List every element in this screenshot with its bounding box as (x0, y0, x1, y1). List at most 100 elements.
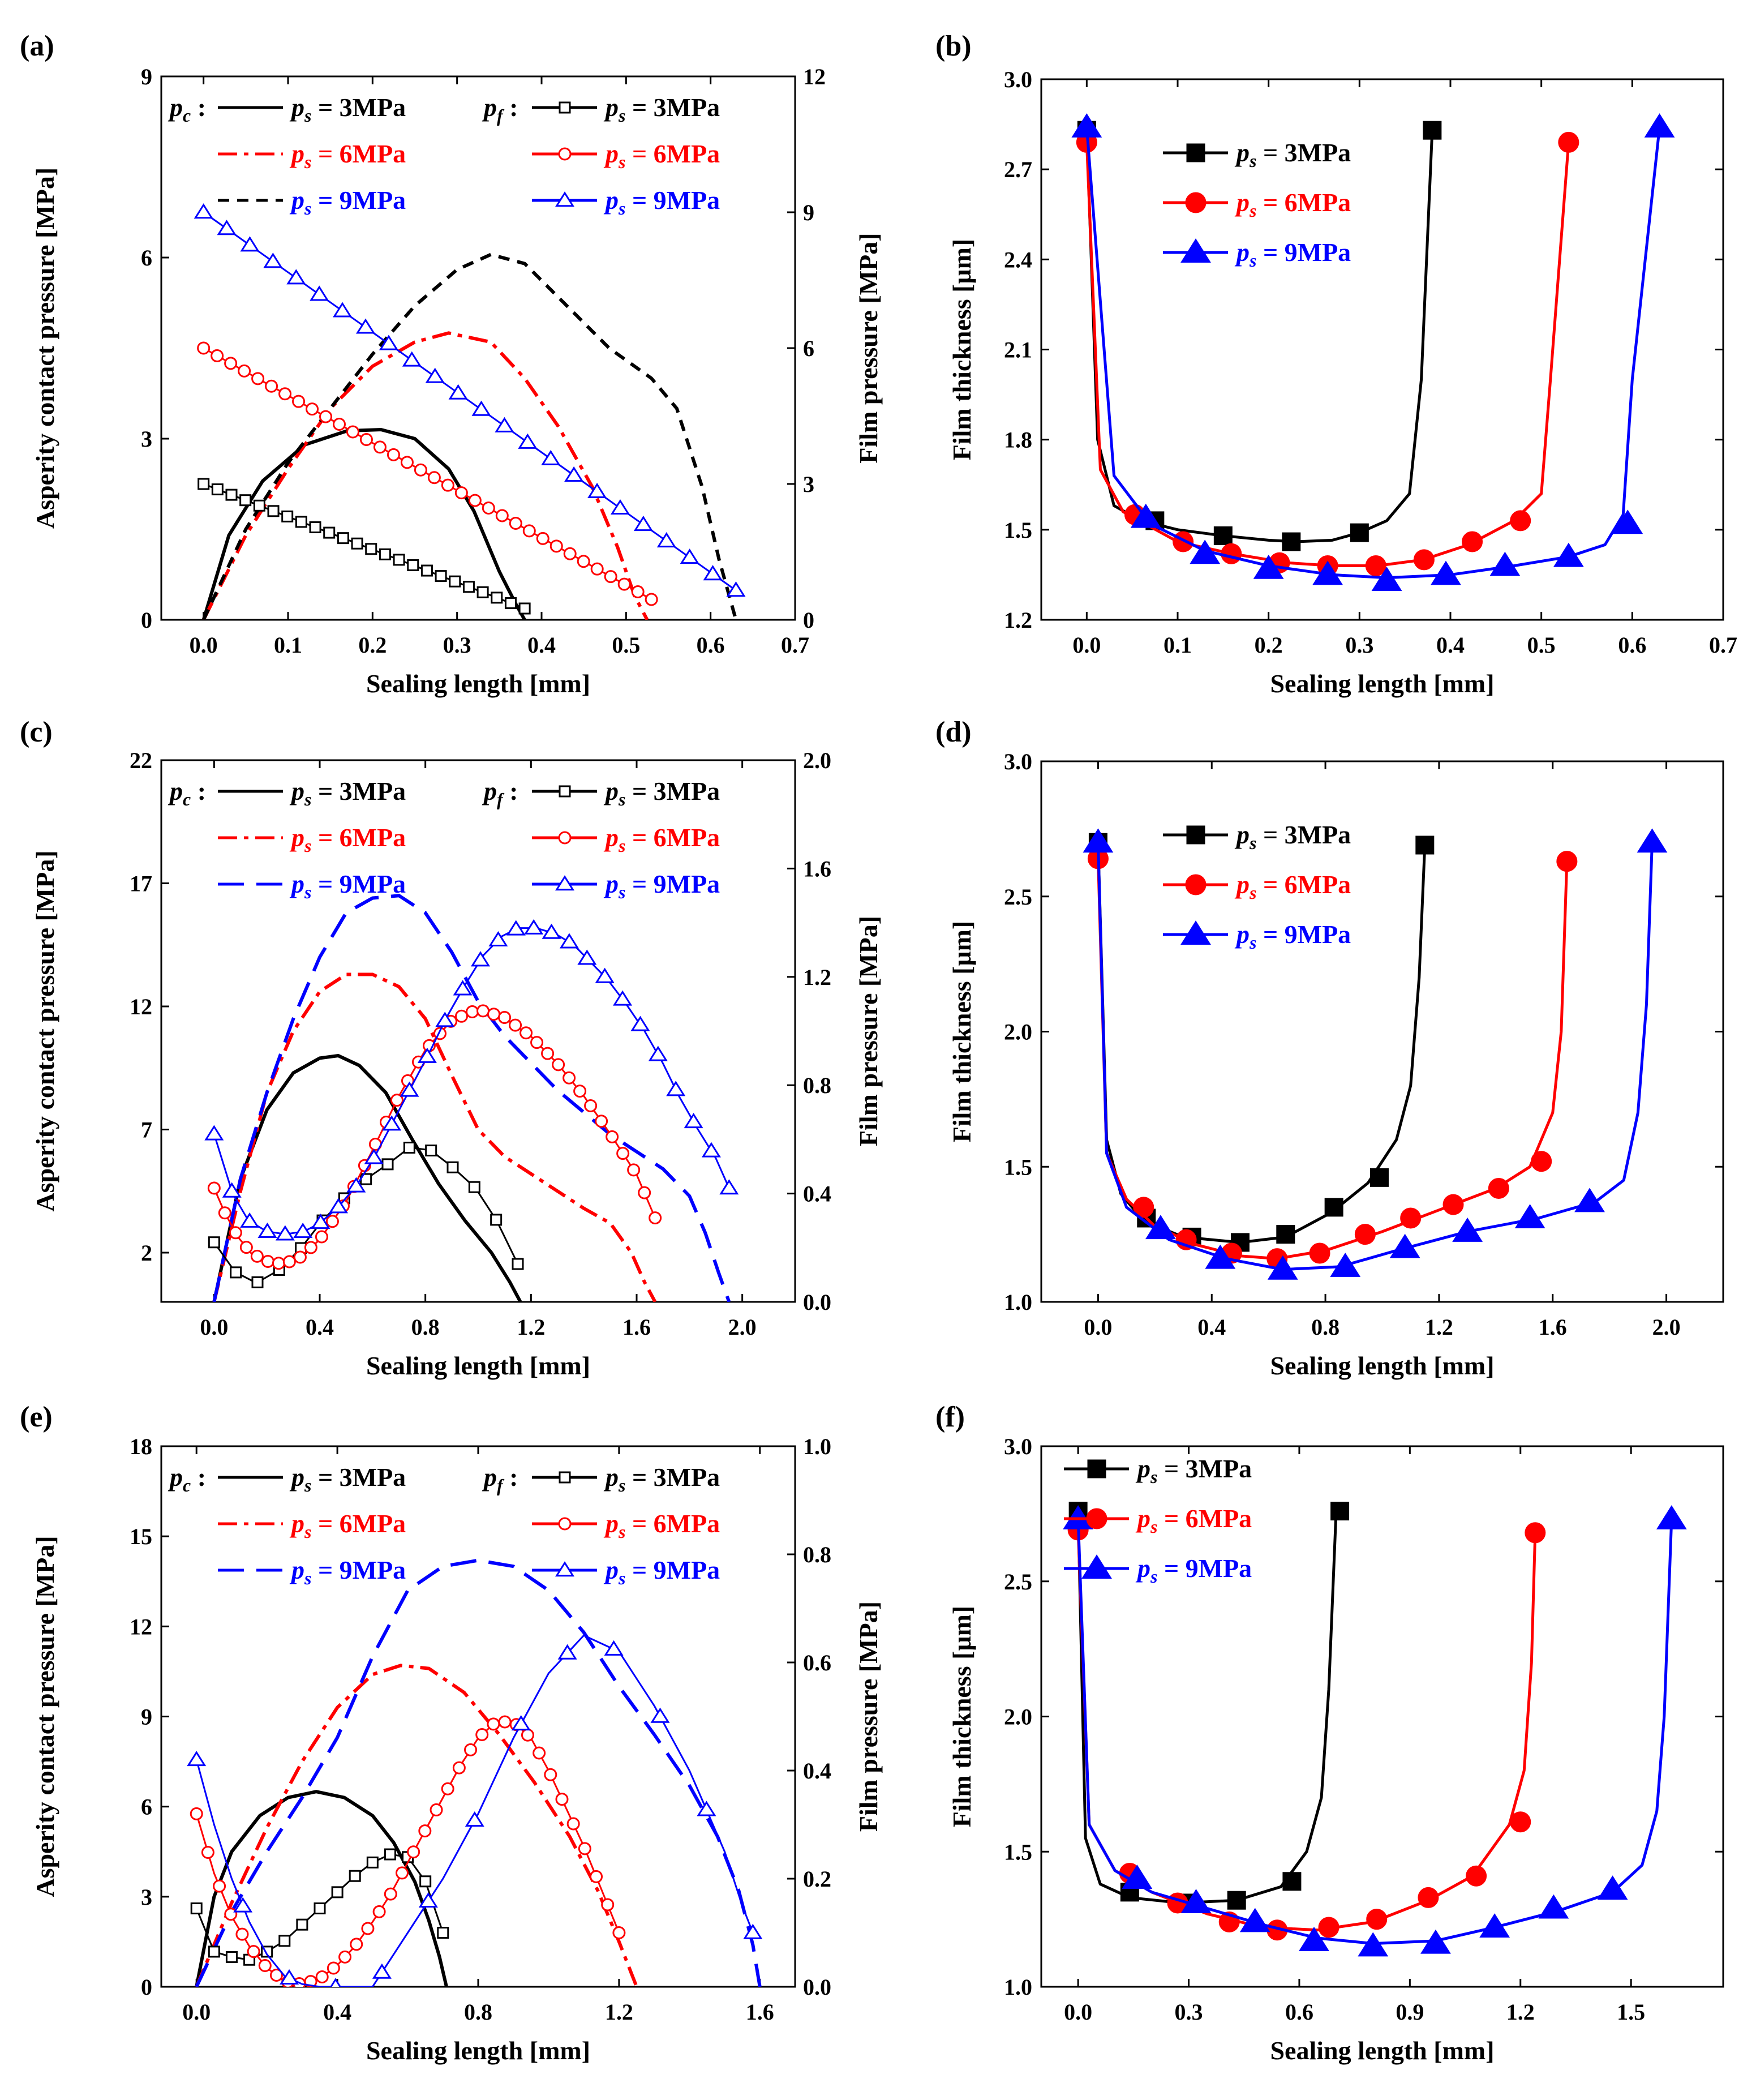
series-a-4-marker-13 (373, 440, 387, 454)
y2-tick-label-e-1: 0.2 (803, 1866, 831, 1892)
series-a-3-marker-10 (337, 532, 349, 545)
legend-entry-c-3-text: ps = 6MPa (603, 823, 720, 856)
x-tick-label-b-0: 0.0 (1072, 632, 1101, 658)
series-a-5-line (203, 211, 737, 592)
series-a-3-marker-2 (225, 488, 238, 501)
x-tick-label-e-4: 1.6 (746, 1999, 774, 2025)
y-tick-label-a-2: 6 (141, 245, 152, 271)
legend-b: ps = 3MPa ps = 6MPa ps = 9MPa (1163, 138, 1351, 271)
series-c-4-marker-3 (239, 1241, 253, 1254)
panel-label-f: (f) (935, 1401, 965, 1433)
legend-c: pc : ps = 3MPa pf : ps = 3MPa ps = 6MPa ps = … (168, 777, 720, 902)
series-e-3-marker-10 (366, 1856, 379, 1868)
y2-tick-label-c-3: 1.2 (803, 965, 831, 990)
series-d-2-marker-7 (1514, 1204, 1545, 1228)
y-tick-label-a-3: 9 (141, 64, 152, 89)
y2-axis-label-a: Film pressure [MPa] (854, 233, 883, 463)
series-c-4-marker-2 (229, 1226, 242, 1240)
panel-label-a: (a) (20, 30, 54, 62)
series-e-4-marker-36 (601, 1898, 615, 1912)
legend-pc-a: pc : (168, 93, 206, 126)
series-c-5-marker-24 (630, 1015, 650, 1031)
series-a-4-marker-30 (604, 570, 617, 584)
y-tick-label-d-2: 2.0 (1004, 1019, 1032, 1045)
series-c-5-marker-3 (257, 1222, 277, 1238)
legend-entry-f-1-marker-0 (1086, 1508, 1107, 1529)
series-b-1-marker-10 (1558, 131, 1579, 153)
series-e-4-marker-0 (190, 1807, 203, 1820)
series-e-4-marker-24 (464, 1743, 478, 1756)
x-tick-label-f-0: 0.0 (1064, 1999, 1092, 2025)
y2-axis-label-c: Film pressure [MPa] (854, 916, 883, 1146)
chart-e: (e) 0.0 0.4 0.8 1.2 1.6 0 3 6 9 12 15 18 0.0 0.2 0.4 0.6… (20, 1401, 883, 2065)
series-a-3-marker-15 (407, 559, 419, 571)
legend-e: pc : ps = 3MPa pf : ps = 3MPa ps = 6MPa ps = … (168, 1463, 720, 1588)
series-e-4-marker-12 (327, 1961, 340, 1975)
series-c-5-marker-8 (346, 1177, 366, 1193)
series-c-4-marker-0 (207, 1181, 221, 1195)
series-b-2-marker-10 (1644, 113, 1675, 138)
y2-tick-label-e-4: 0.8 (803, 1542, 831, 1567)
series-e-4-marker-22 (441, 1782, 454, 1795)
y2-tick-label-e-0: 0.0 (803, 1974, 831, 2000)
series-f-2-marker-7 (1479, 1913, 1510, 1938)
legend-entry-c-3-marker-0 (558, 831, 572, 845)
y-tick-label-e-2: 6 (141, 1794, 152, 1820)
x-tick-label-f-5: 1.5 (1617, 1999, 1645, 2025)
series-c-4-marker-6 (272, 1257, 285, 1270)
x-tick-label-a-0: 0.0 (190, 632, 218, 658)
legend-entry-f-2-text: ps = 9MPa (1135, 1554, 1252, 1587)
y2-tick-label-c-5: 2.0 (803, 748, 831, 773)
panel-label-d: (d) (935, 716, 972, 748)
series-e-4-marker-18 (395, 1866, 409, 1880)
series-f-1-marker-7 (1418, 1887, 1439, 1908)
legend-entry-d-2-text: ps = 9MPa (1234, 920, 1351, 953)
series-a-4-marker-10 (333, 418, 346, 431)
series-c-5-marker-11 (400, 1081, 419, 1097)
series-c-4-marker-17 (390, 1094, 403, 1107)
series-e-3-marker-1 (208, 1945, 220, 1958)
x-tick-label-c-4: 1.6 (622, 1314, 651, 1340)
x-tick-label-b-4: 0.4 (1436, 632, 1465, 658)
legend-entry-e-5-marker-0 (555, 1561, 575, 1577)
x-tick-label-a-5: 0.5 (612, 632, 640, 658)
series-d-1-marker-6 (1354, 1224, 1376, 1245)
series-a-5-marker-1 (217, 220, 237, 235)
series-e-5-marker-7 (511, 1715, 531, 1731)
plot-area-d (1083, 828, 1668, 1280)
x-tick-label-c-2: 0.8 (411, 1314, 440, 1340)
x-tick-label-b-6: 0.6 (1618, 632, 1646, 658)
series-b-0-marker-5 (1423, 121, 1442, 140)
series-a-3-marker-19 (462, 581, 475, 593)
chart-a: (a)0.0 0.1 0.2 0.3 0.4 0.5 0.6 0.70369036912Fil… (20, 30, 883, 698)
series-a-3-marker-6 (281, 510, 294, 522)
legend-entry-f-0-text: ps = 3MPa (1135, 1454, 1252, 1487)
series-c-1-line (212, 972, 657, 1302)
series-a-3-marker-18 (449, 575, 461, 588)
series-a-5-marker-13 (495, 417, 514, 432)
legend-pf-c: pf : (482, 777, 518, 809)
x-tick-label-e-3: 1.2 (605, 1999, 633, 2025)
series-c-3-marker-2 (251, 1276, 264, 1288)
x-tick-label-f-2: 0.6 (1285, 1999, 1313, 2025)
y-tick-label-f-3: 2.5 (1004, 1569, 1032, 1595)
series-b-2-marker-8 (1553, 542, 1584, 567)
series-c-3-marker-13 (490, 1214, 503, 1226)
series-d-2-marker-9 (1637, 828, 1668, 853)
series-c-4-marker-4 (250, 1249, 264, 1263)
series-b-1-marker-8 (1462, 531, 1483, 552)
series-c-5-marker-25 (648, 1045, 668, 1061)
y-tick-label-b-5: 2.7 (1004, 157, 1032, 182)
series-a-5-marker-10 (425, 367, 445, 383)
series-e-4-marker-25 (475, 1728, 489, 1742)
series-a-5-marker-20 (656, 532, 676, 548)
series-e-5-marker-0 (187, 1751, 207, 1767)
legend-entry-e-0-text: ps = 3MPa (289, 1463, 406, 1495)
legend-entry-e-1-marker-0 (559, 1471, 571, 1484)
series-f-2-marker-9 (1597, 1875, 1628, 1900)
series-a-4-marker-33 (645, 593, 658, 606)
legend-entry-e-1-text: ps = 3MPa (603, 1463, 720, 1495)
x-tick-label-a-4: 0.4 (527, 632, 556, 658)
series-a-4-marker-22 (495, 509, 509, 522)
series-c-5-marker-19 (542, 923, 561, 939)
